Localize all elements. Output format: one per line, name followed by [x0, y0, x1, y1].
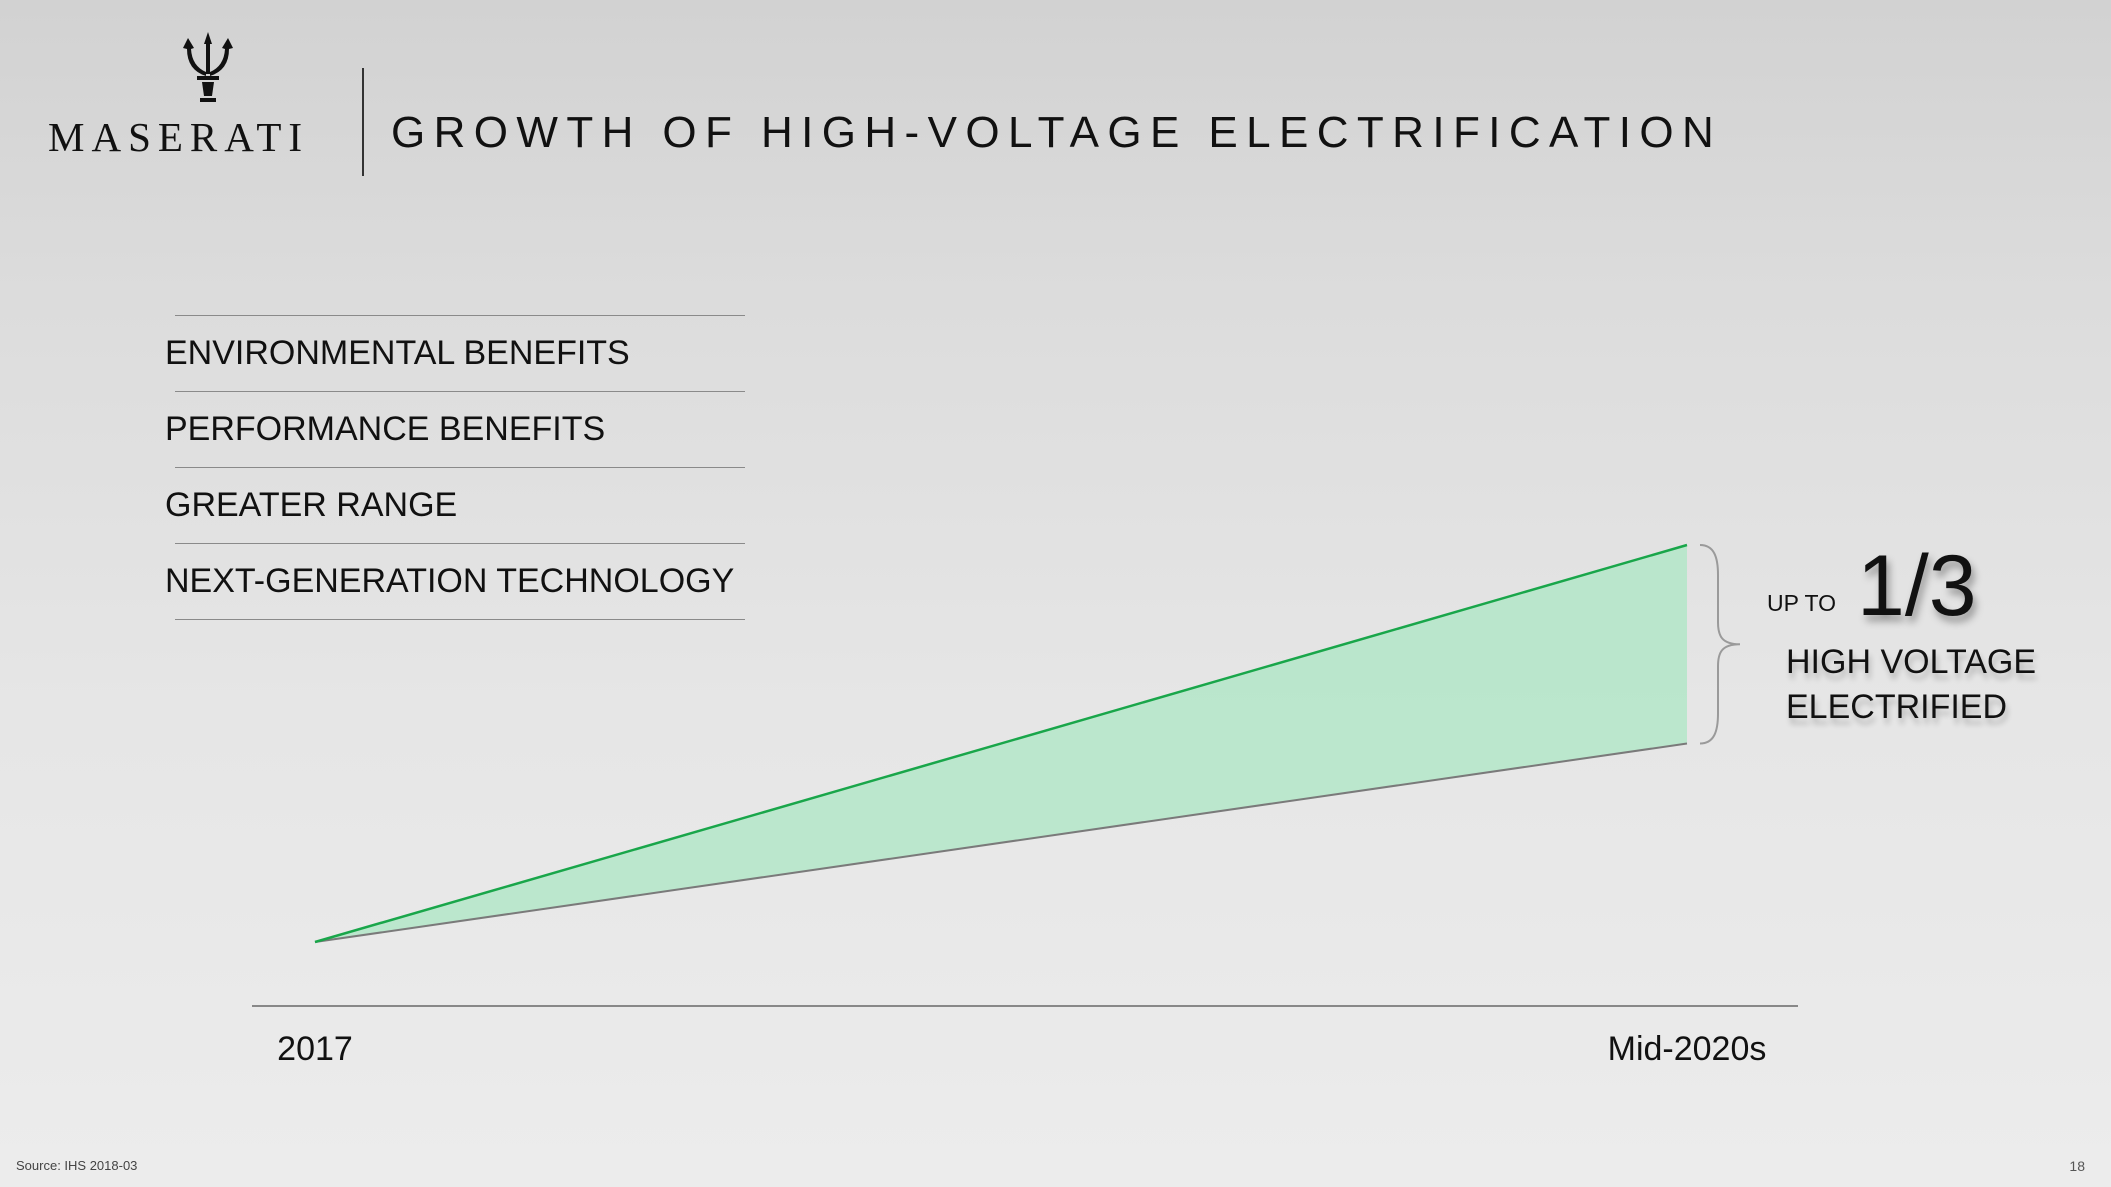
baseline-trend-line	[314, 742, 1688, 943]
x-tick-label-2017: 2017	[277, 1030, 353, 1068]
benefit-item: NEXT-GENERATION TECHNOLOGY	[165, 562, 735, 600]
growth-trend-line	[314, 543, 1688, 944]
benefit-divider	[175, 543, 745, 544]
callout-label-line-2: ELECTRIFIED	[1786, 688, 2008, 726]
slide-title: GROWTH OF HIGH-VOLTAGE ELECTRIFICATION	[391, 108, 1723, 157]
benefit-divider	[175, 467, 745, 468]
benefit-divider	[175, 619, 745, 620]
callout-fraction: 1/3	[1857, 538, 1977, 634]
benefit-divider	[175, 315, 745, 316]
callout-prefix: UP TO	[1767, 590, 1837, 616]
benefit-divider	[175, 391, 745, 392]
benefit-item: GREATER RANGE	[165, 486, 458, 524]
benefits-list: ENVIRONMENTAL BENEFITS PERFORMANCE BENEF…	[165, 315, 745, 620]
benefit-item: ENVIRONMENTAL BENEFITS	[165, 334, 630, 372]
range-brace	[1699, 544, 1741, 745]
page-number: 18	[2069, 1158, 2085, 1174]
source-note: Source: IHS 2018-03	[16, 1158, 138, 1173]
brand-wordmark: MASERATI	[48, 114, 310, 160]
callout-label-line-1: HIGH VOLTAGE	[1786, 643, 2037, 681]
x-tick-label-mid-2020s: Mid-2020s	[1608, 1030, 1767, 1068]
trident-icon	[183, 32, 233, 102]
benefit-item: PERFORMANCE BENEFITS	[165, 410, 606, 448]
callout-label: HIGH VOLTAGE ELECTRIFIED	[1786, 640, 2036, 730]
maserati-logo: MASERATI	[40, 30, 340, 165]
title-divider	[362, 68, 364, 176]
